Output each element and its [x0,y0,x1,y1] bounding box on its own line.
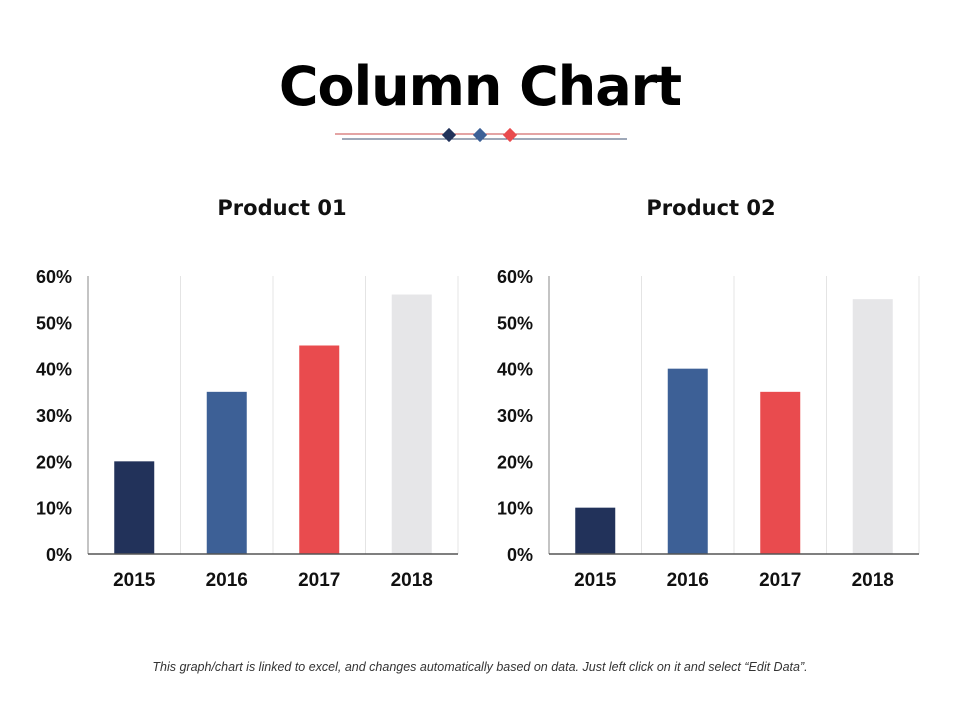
x-tick-label: 2016 [667,570,709,591]
chart-title-product-02: Product 02 [646,196,776,220]
column-chart-product-02: 0% 10% 20% 30% 40% 50% 60% 2015 2016 2017 2018 [497,267,920,591]
bar-2017 [760,391,801,554]
y-tick-label: 60% [497,267,533,287]
diamond-icon-red [502,127,518,143]
diamond-icon-blue [472,127,488,143]
y-tick-label: 40% [497,360,533,380]
bar-2016 [667,368,708,554]
y-tick-label: 60% [36,267,72,287]
bar-2015 [575,507,616,554]
footer-note: This graph/chart is linked to excel, and… [152,660,808,674]
chart-title-product-01: Product 01 [217,196,347,220]
title-divider [335,127,627,143]
x-tick-label: 2017 [298,570,340,591]
y-tick-label: 20% [36,452,72,472]
x-tick-label: 2016 [206,570,248,591]
bar-2017 [299,345,340,554]
column-chart-product-01: 0% 10% 20% 30% 40% 50% 60% 2015 2016 2017 2018 [36,267,459,591]
y-tick-label: 20% [497,452,533,472]
bar-2015 [114,461,155,554]
y-tick-label: 10% [497,499,533,519]
x-tick-label: 2017 [759,570,801,591]
y-tick-label: 0% [46,545,72,565]
x-tick-label: 2018 [852,570,894,591]
bar-2018 [391,294,432,554]
y-tick-label: 40% [36,360,72,380]
bar-2016 [206,391,247,554]
y-tick-label: 30% [36,406,72,426]
y-tick-label: 30% [497,406,533,426]
x-tick-label: 2015 [574,570,617,591]
x-tick-label: 2015 [113,570,156,591]
y-tick-label: 50% [36,313,72,333]
diamond-icon-navy [441,127,457,143]
x-tick-label: 2018 [391,570,433,591]
y-tick-label: 10% [36,499,72,519]
y-tick-label: 0% [507,545,533,565]
y-tick-label: 50% [497,313,533,333]
page-title: Column Chart [278,55,682,118]
bar-2018 [852,299,893,554]
